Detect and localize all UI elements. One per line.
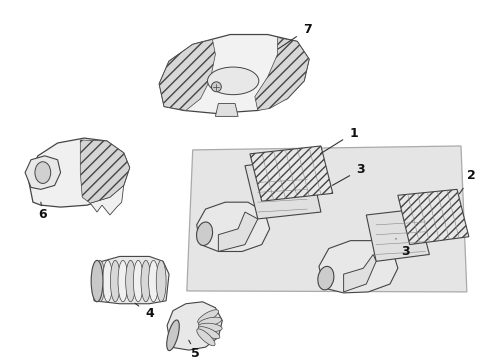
Ellipse shape (198, 323, 222, 332)
Polygon shape (196, 202, 269, 252)
Text: 2: 2 (458, 169, 475, 194)
Ellipse shape (91, 260, 103, 302)
Polygon shape (244, 158, 320, 219)
Text: 7: 7 (278, 23, 311, 49)
Circle shape (211, 82, 221, 92)
Text: 3: 3 (332, 163, 364, 185)
Polygon shape (25, 156, 61, 189)
Polygon shape (92, 256, 169, 304)
Polygon shape (80, 140, 129, 203)
Text: 4: 4 (135, 303, 153, 320)
Ellipse shape (197, 310, 218, 323)
Ellipse shape (148, 260, 158, 302)
Polygon shape (254, 37, 308, 111)
Polygon shape (366, 209, 428, 261)
Polygon shape (218, 212, 257, 252)
Ellipse shape (110, 260, 120, 302)
Ellipse shape (198, 327, 220, 339)
Polygon shape (397, 189, 468, 244)
Ellipse shape (166, 320, 179, 351)
Polygon shape (215, 104, 238, 116)
Ellipse shape (196, 222, 212, 246)
Ellipse shape (102, 260, 112, 302)
Ellipse shape (156, 260, 166, 302)
Polygon shape (318, 240, 397, 293)
Polygon shape (343, 255, 375, 292)
Ellipse shape (141, 260, 150, 302)
Polygon shape (159, 40, 215, 111)
Ellipse shape (125, 260, 135, 302)
Text: 5: 5 (188, 340, 200, 360)
Polygon shape (159, 35, 308, 113)
Ellipse shape (207, 67, 258, 95)
Polygon shape (90, 185, 123, 215)
Ellipse shape (95, 260, 105, 302)
Ellipse shape (198, 317, 221, 326)
Polygon shape (249, 146, 332, 201)
Text: 1: 1 (320, 127, 357, 154)
Text: 3: 3 (395, 239, 409, 258)
Ellipse shape (118, 260, 128, 302)
Polygon shape (167, 302, 222, 350)
Text: 6: 6 (39, 202, 47, 221)
Polygon shape (28, 138, 129, 207)
Ellipse shape (133, 260, 143, 302)
Ellipse shape (317, 266, 333, 290)
Polygon shape (186, 146, 466, 292)
Ellipse shape (35, 162, 51, 184)
Ellipse shape (196, 329, 215, 346)
